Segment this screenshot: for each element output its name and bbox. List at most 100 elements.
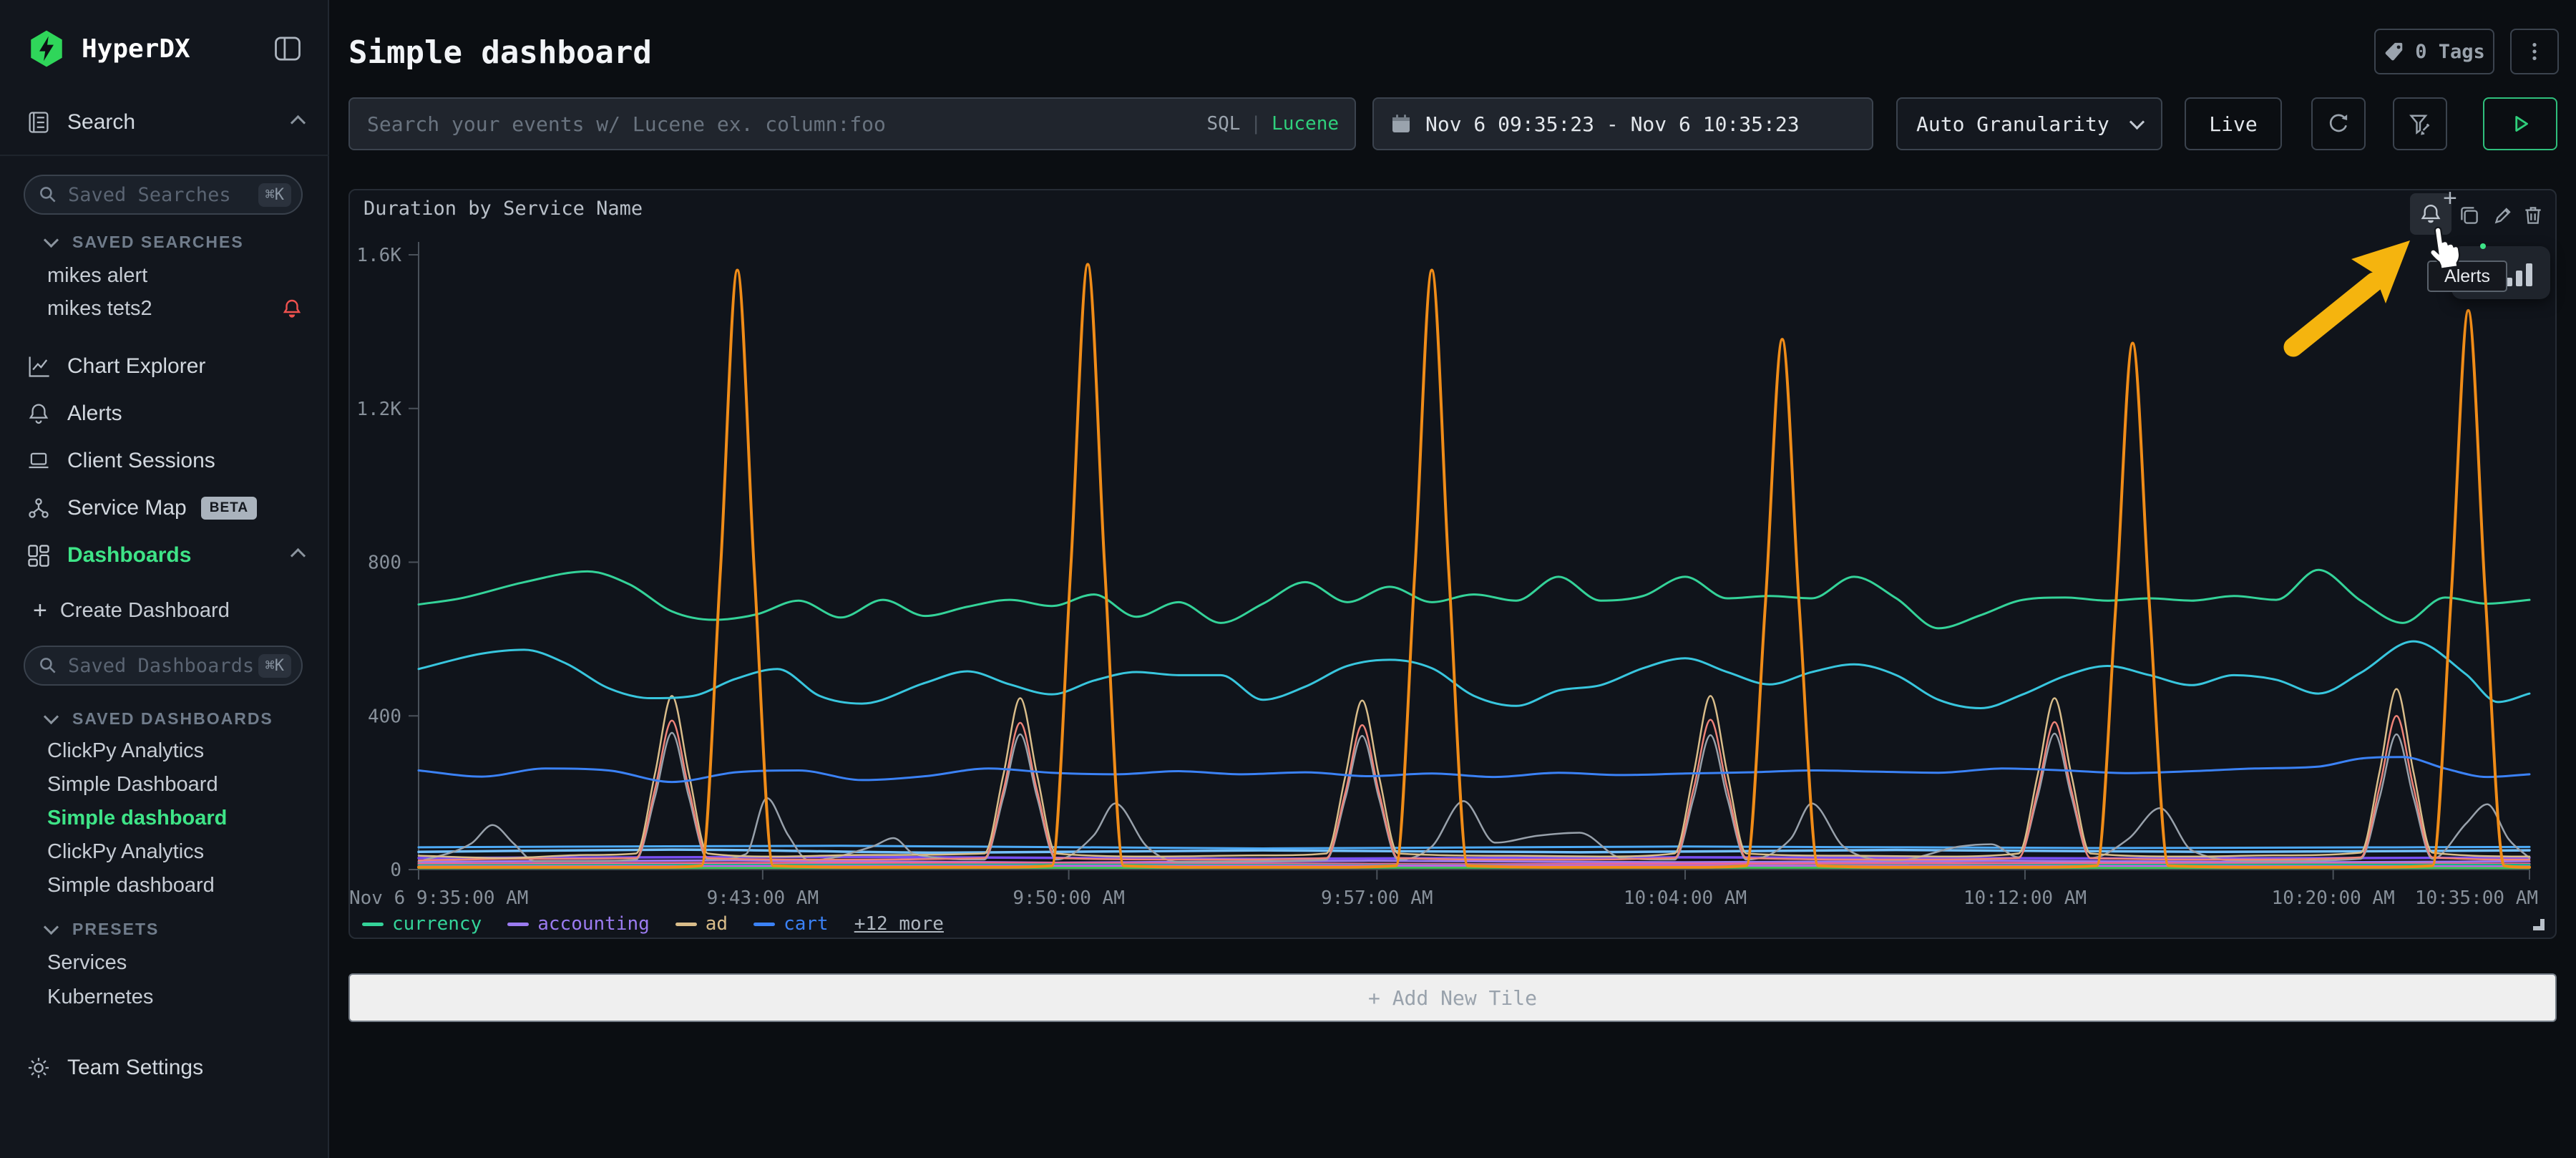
list-item[interactable]: ClickPy Analytics xyxy=(0,835,329,868)
series-line-currency xyxy=(417,568,2531,630)
granularity-value: Auto Granularity xyxy=(1916,112,2109,136)
run-query-button[interactable] xyxy=(2483,97,2557,150)
series-line-series-orange-spikes xyxy=(417,263,2531,869)
saved-dashboards-label: SAVED DASHBOARDS xyxy=(72,709,273,728)
series-line-series-lightblue-flat xyxy=(417,848,2531,855)
presets-header[interactable]: PRESETS xyxy=(0,913,329,945)
sidebar-item-dashboards[interactable]: Dashboards xyxy=(0,537,329,574)
sidebar-item-chart-explorer[interactable]: Chart Explorer xyxy=(0,348,329,385)
legend-item[interactable]: cart xyxy=(753,913,829,935)
laptop-icon xyxy=(26,448,52,474)
series-line-series-salmon xyxy=(417,715,2531,862)
live-button[interactable]: Live xyxy=(2185,97,2282,150)
list-item-active[interactable]: Simple dashboard xyxy=(0,802,329,835)
saved-searches-header[interactable]: SAVED SEARCHES xyxy=(0,226,329,258)
tag-icon xyxy=(2384,41,2405,62)
list-item[interactable]: Simple dashboard xyxy=(0,869,329,902)
live-label: Live xyxy=(2209,112,2258,136)
mode-divider: | xyxy=(1250,113,1262,135)
sidebar-collapse-icon[interactable] xyxy=(272,33,303,64)
sidebar-item-search[interactable]: Search xyxy=(0,104,329,140)
x-tick-label: 9:50:00 AM xyxy=(1013,887,1125,909)
bar-chart-icon xyxy=(2503,261,2539,289)
alert-bell-icon[interactable] xyxy=(280,297,303,320)
create-dashboard-button[interactable]: + Create Dashboard xyxy=(33,597,230,624)
x-tick-label: 10:12:00 AM xyxy=(1963,887,2087,909)
saved-dashboards-field[interactable] xyxy=(68,654,258,677)
create-dashboard-label: Create Dashboard xyxy=(59,598,230,622)
chevron-down-icon xyxy=(43,709,59,724)
list-item[interactable]: mikes alert xyxy=(0,259,329,292)
hand-cursor-icon xyxy=(2420,221,2464,271)
add-new-tile-button[interactable]: + Add New Tile xyxy=(348,973,2557,1022)
search-section-label: Search xyxy=(67,110,136,134)
sidebar-item-client-sessions[interactable]: Client Sessions xyxy=(0,442,329,480)
legend-item[interactable]: currency xyxy=(362,913,482,935)
legend-item[interactable]: accounting xyxy=(507,913,650,935)
bell-icon xyxy=(26,401,52,427)
series-line-series-green-flat xyxy=(417,866,2531,870)
series-line-series-gray xyxy=(417,731,2531,863)
list-item[interactable]: ClickPy Analytics xyxy=(0,734,329,767)
chart-title: Duration by Service Name xyxy=(364,198,643,220)
event-search-box[interactable]: SQL | Lucene xyxy=(348,97,1356,150)
chevron-up-icon xyxy=(290,548,306,563)
saved-dashboards-input[interactable]: ⌘K xyxy=(24,646,303,686)
divider xyxy=(0,155,329,156)
time-range-picker[interactable]: Nov 6 09:35:23 - Nov 6 10:35:23 xyxy=(1372,97,1873,150)
list-item[interactable]: Kubernetes xyxy=(0,981,329,1013)
preset-name: Kubernetes xyxy=(47,985,154,1008)
preset-name: Services xyxy=(47,950,127,974)
calendar-icon xyxy=(1390,112,1413,135)
filter-edit-button[interactable] xyxy=(2393,97,2447,150)
brand-name: HyperDX xyxy=(82,34,190,64)
saved-dashboards-header[interactable]: SAVED DASHBOARDS xyxy=(0,703,329,734)
list-item[interactable]: Simple Dashboard xyxy=(0,768,329,801)
saved-searches-input[interactable]: ⌘K xyxy=(24,175,303,215)
series-line-ad xyxy=(417,688,2531,860)
create-alert-button[interactable] xyxy=(2410,193,2451,235)
duration-line-chart[interactable]: 0 400 800 1.2K 1.6K Nov 6 9:35:00 AM 9:43:00 A… xyxy=(343,229,2555,945)
sidebar-item-team-settings[interactable]: Team Settings xyxy=(0,1049,329,1086)
alert-bell-plus-icon xyxy=(2417,200,2444,228)
play-icon xyxy=(2508,112,2532,136)
x-tick-label: 9:43:00 AM xyxy=(707,887,819,909)
list-item[interactable]: Services xyxy=(0,946,329,979)
chevron-down-icon xyxy=(43,232,59,248)
nav-label: Client Sessions xyxy=(67,449,215,472)
annotation-arrow xyxy=(2283,240,2410,357)
kebab-menu-icon xyxy=(2524,41,2545,62)
sidebar-item-service-map[interactable]: Service Map BETA xyxy=(0,490,329,527)
shortcut-badge: ⌘K xyxy=(258,183,291,207)
legend-swatch xyxy=(753,922,776,926)
filter-edit-icon xyxy=(2407,111,2433,137)
y-tick-label: 800 xyxy=(368,553,401,574)
refresh-button[interactable] xyxy=(2311,97,2366,150)
list-item[interactable]: mikes tets2 xyxy=(0,292,329,325)
chart-explorer-icon xyxy=(26,354,52,379)
legend-item[interactable]: ad xyxy=(675,913,728,935)
more-menu-button[interactable] xyxy=(2510,29,2559,74)
event-search-input[interactable] xyxy=(350,112,1207,136)
legend-show-more[interactable]: +12 more xyxy=(854,913,944,935)
edit-tile-button[interactable] xyxy=(2491,203,2515,228)
granularity-select[interactable]: Auto Granularity xyxy=(1896,97,2162,150)
legend-swatch xyxy=(675,922,697,926)
lucene-mode-toggle[interactable]: Lucene xyxy=(1272,113,1339,135)
tile-resize-handle[interactable] xyxy=(2533,919,2545,930)
refresh-icon xyxy=(2326,111,2351,137)
chevron-down-icon xyxy=(2129,114,2145,130)
hyperdx-logo-icon xyxy=(26,28,67,69)
service-map-icon xyxy=(26,495,52,521)
saved-search-name: mikes tets2 xyxy=(47,296,152,320)
dashboard-name: Simple Dashboard xyxy=(47,772,218,796)
tags-button[interactable]: 0 Tags xyxy=(2374,29,2494,74)
y-tick-label: 1.2K xyxy=(356,399,401,420)
saved-searches-field[interactable] xyxy=(68,183,258,206)
delete-tile-button[interactable] xyxy=(2521,203,2545,228)
duplicate-tile-button[interactable] xyxy=(2457,203,2482,228)
sidebar-item-alerts[interactable]: Alerts xyxy=(0,395,329,432)
presets-label: PRESETS xyxy=(72,919,160,938)
dashboards-icon xyxy=(26,542,52,568)
sql-mode-toggle[interactable]: SQL xyxy=(1206,113,1241,135)
